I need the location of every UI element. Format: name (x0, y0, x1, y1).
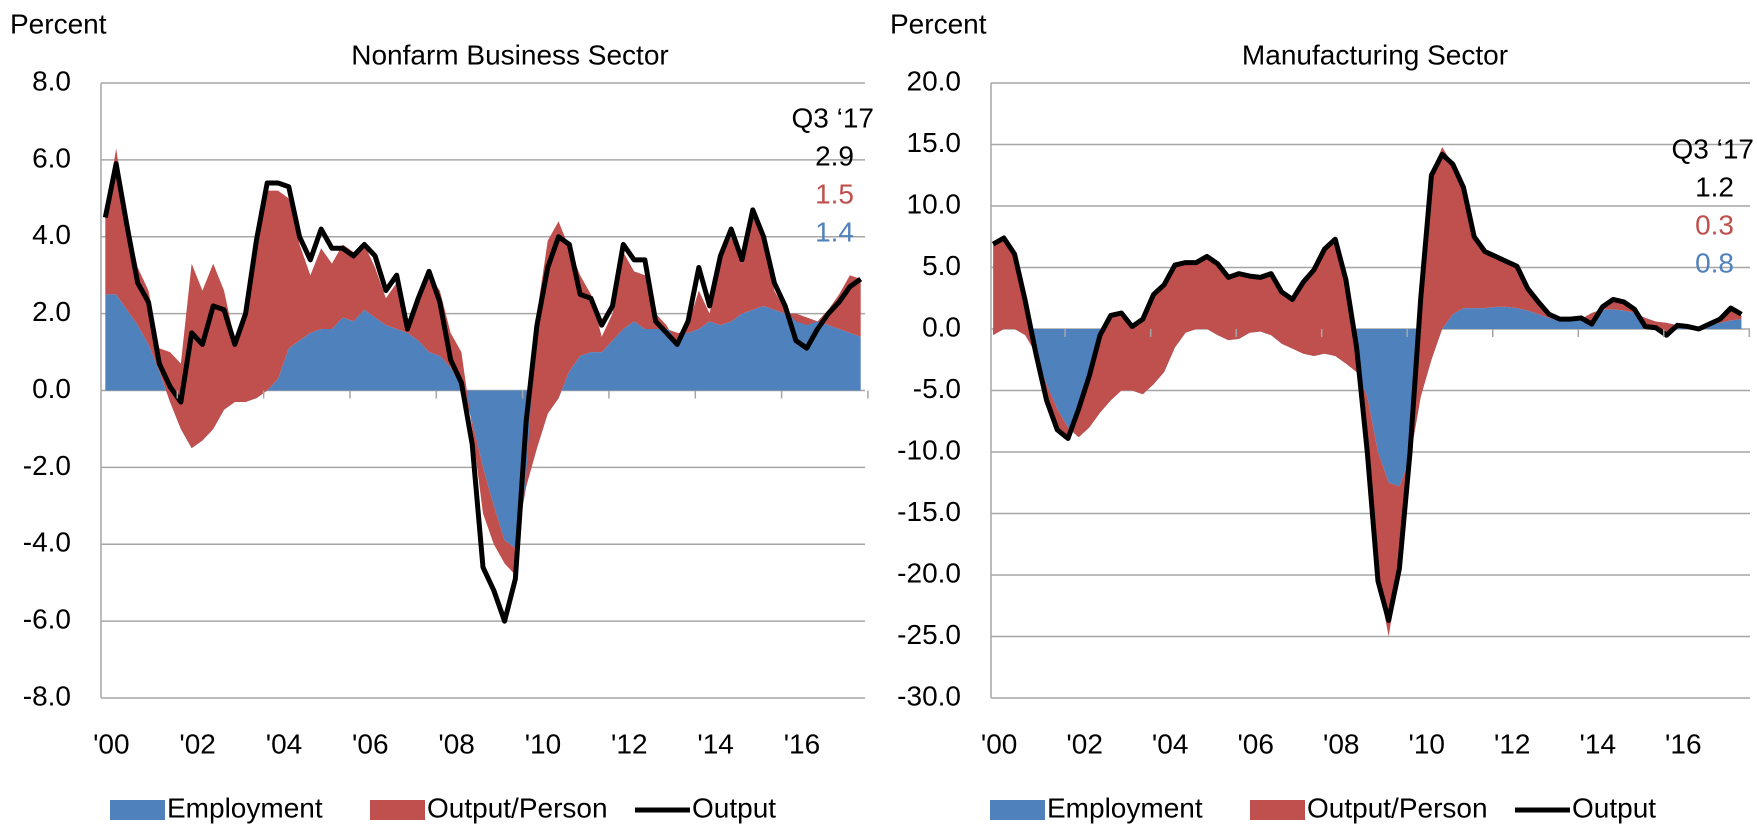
y-tick-label: 4.0 (32, 219, 71, 250)
y-tick-label: -8.0 (23, 680, 71, 711)
x-tick-label: '10 (525, 728, 562, 759)
x-tick-label: '08 (1323, 728, 1360, 759)
legend-label: Output (1572, 792, 1656, 823)
y-tick-label: -4.0 (23, 527, 71, 558)
legend-label: Employment (1047, 792, 1203, 823)
x-tick-label: '16 (784, 728, 821, 759)
x-tick-label: '06 (352, 728, 389, 759)
annotation-value: 1.5 (815, 178, 854, 209)
employment-area (105, 294, 861, 549)
y-tick-label: 10.0 (907, 188, 962, 219)
x-tick-label: '14 (697, 728, 734, 759)
x-tick-label: '10 (1408, 728, 1445, 759)
y-tick-label: -6.0 (23, 604, 71, 635)
y-tick-label: 15.0 (907, 127, 962, 158)
x-tick-label: '00 (93, 728, 130, 759)
output-line (991, 151, 1743, 624)
x-tick-label: '16 (1665, 728, 1702, 759)
legend-swatch (990, 800, 1045, 820)
x-tick-label: '06 (1237, 728, 1274, 759)
y-tick-label: 2.0 (32, 296, 71, 327)
y-tick-label: 0.0 (32, 373, 71, 404)
y-tick-label: 0.0 (922, 311, 961, 342)
output-line (102, 161, 863, 624)
legend-label: Output/Person (427, 792, 608, 823)
x-tick-label: '00 (981, 728, 1018, 759)
y-tick-label: -20.0 (897, 557, 961, 588)
legend-label: Employment (167, 792, 323, 823)
y-axis-label: Percent (890, 8, 987, 39)
y-tick-label: -10.0 (897, 434, 961, 465)
x-tick-label: '12 (611, 728, 648, 759)
annotation-value: 1.2 (1695, 171, 1734, 202)
y-tick-label: 20.0 (907, 65, 962, 96)
y-tick-label: -2.0 (23, 450, 71, 481)
y-tick-label: -15.0 (897, 496, 961, 527)
annotation-value: 0.8 (1695, 247, 1734, 278)
legend-label: Output/Person (1307, 792, 1488, 823)
annotation-value: 0.3 (1695, 209, 1734, 240)
annotation-title: Q3 ‘17 (1672, 133, 1755, 164)
output-per-person-area (993, 146, 1742, 637)
x-tick-label: '14 (1580, 728, 1617, 759)
annotation-title: Q3 ‘17 (792, 102, 875, 133)
annotation-value: 1.4 (815, 216, 854, 247)
x-tick-label: '02 (1066, 728, 1103, 759)
legend-swatch (370, 800, 425, 820)
legend-swatch (110, 800, 165, 820)
output-per-person-area (105, 148, 861, 575)
annotation-value: 2.9 (815, 140, 854, 171)
y-tick-label: -5.0 (913, 373, 961, 404)
y-tick-label: 6.0 (32, 142, 71, 173)
x-tick-label: '08 (438, 728, 475, 759)
legend-label: Output (692, 792, 776, 823)
y-tick-label: 5.0 (922, 250, 961, 281)
x-tick-label: '02 (179, 728, 216, 759)
y-axis-label: Percent (10, 8, 107, 39)
x-tick-label: '12 (1494, 728, 1531, 759)
y-tick-label: 8.0 (32, 65, 71, 96)
x-tick-label: '04 (1152, 728, 1189, 759)
chart-title: Manufacturing Sector (1242, 39, 1508, 70)
legend-swatch (1250, 800, 1305, 820)
chart-title: Nonfarm Business Sector (351, 39, 668, 70)
y-tick-label: -25.0 (897, 619, 961, 650)
x-tick-label: '04 (266, 728, 303, 759)
y-tick-label: -30.0 (897, 680, 961, 711)
